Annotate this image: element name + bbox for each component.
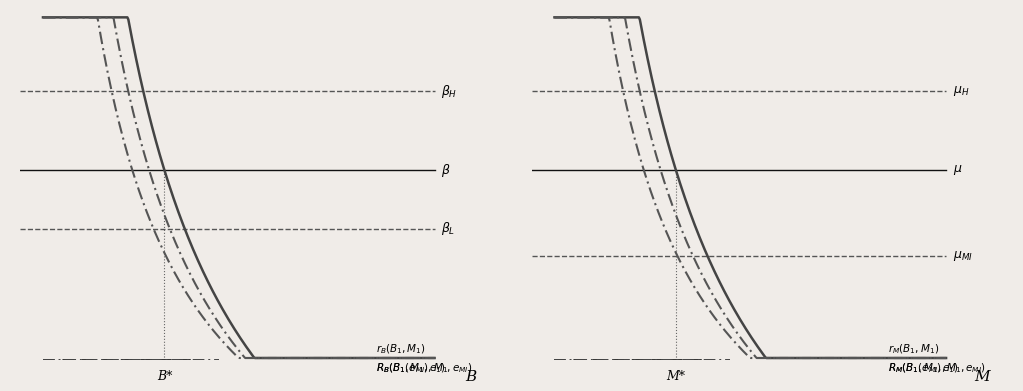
Text: B*: B*: [157, 370, 172, 383]
Text: $R_B(B_1,M_1,e_1)$: $R_B(B_1,M_1,e_1)$: [376, 361, 446, 375]
Text: $\mu$: $\mu$: [952, 163, 963, 178]
Text: $R_B(B_1(e_{MI}),M_1,e_{MI})$: $R_B(B_1(e_{MI}),M_1,e_{MI})$: [376, 361, 473, 375]
Text: $R_M(B_1(e_{MI}),M_1,e_{MI})$: $R_M(B_1(e_{MI}),M_1,e_{MI})$: [888, 361, 985, 375]
Text: $r_M(B_1,M_1)$: $r_M(B_1,M_1)$: [888, 343, 939, 356]
Text: $R_M(B_1,M_1,e_1)$: $R_M(B_1,M_1,e_1)$: [888, 361, 959, 375]
Text: M*: M*: [667, 370, 685, 383]
Text: M: M: [974, 370, 990, 384]
Text: $\beta_L$: $\beta_L$: [441, 221, 455, 237]
Text: $\beta_H$: $\beta_H$: [441, 83, 457, 100]
Text: $\beta$: $\beta$: [441, 162, 451, 179]
Text: $\mu_{MI}$: $\mu_{MI}$: [952, 249, 973, 264]
Text: B: B: [465, 370, 476, 384]
Text: $r_B(B_1,M_1)$: $r_B(B_1,M_1)$: [376, 343, 426, 356]
Text: $\mu_H$: $\mu_H$: [952, 84, 969, 99]
